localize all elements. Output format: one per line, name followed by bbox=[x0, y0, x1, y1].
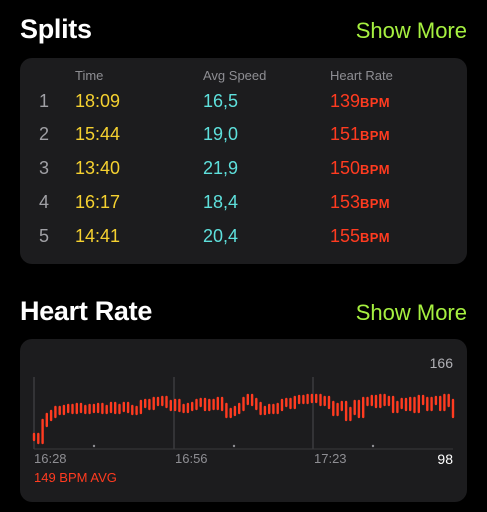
split-time: 16:17 bbox=[75, 192, 121, 212]
chart-max-label: 166 bbox=[429, 355, 453, 371]
heart-rate-title: Heart Rate bbox=[20, 296, 153, 326]
split-time: 18:09 bbox=[75, 91, 121, 111]
split-hr-unit: BPM bbox=[360, 196, 390, 211]
column-header-avg-speed: Avg Speed bbox=[203, 68, 267, 83]
column-header-time: Time bbox=[75, 68, 104, 83]
heart-rate-average: 149 BPM AVG bbox=[34, 470, 117, 485]
chart-tick-dot bbox=[232, 444, 236, 448]
splits-header: Splits Show More bbox=[20, 14, 467, 50]
chart-tick-dot bbox=[371, 444, 375, 448]
split-hr-unit: BPM bbox=[360, 95, 390, 110]
heart-rate-chart: 166 98 16:28 16:56 17:23 149 BPM AVG bbox=[20, 339, 467, 502]
splits-table: Time Avg Speed Heart Rate 1 18:09 16,5 1… bbox=[20, 58, 467, 264]
split-speed: 18,4 bbox=[203, 192, 239, 212]
split-speed: 16,5 bbox=[203, 91, 239, 111]
split-hr-value: 139 bbox=[330, 91, 361, 111]
split-time: 14:41 bbox=[75, 226, 121, 246]
split-row: 4 16:17 18,4 153BPM bbox=[20, 192, 467, 220]
heart-rate-header: Heart Rate Show More bbox=[20, 296, 467, 332]
x-tick-label: 16:56 bbox=[175, 451, 208, 466]
split-hr-value: 150 bbox=[330, 158, 361, 178]
x-tick-label: 16:28 bbox=[34, 451, 67, 466]
split-heart-rate: 153BPM bbox=[330, 192, 390, 213]
split-heart-rate: 150BPM bbox=[330, 158, 390, 179]
chart-min-label: 98 bbox=[437, 451, 453, 467]
split-row: 5 14:41 20,4 155BPM bbox=[20, 226, 467, 254]
split-hr-unit: BPM bbox=[360, 128, 390, 143]
chart-tick-dot bbox=[92, 444, 96, 448]
split-speed: 20,4 bbox=[203, 226, 239, 246]
split-row: 3 13:40 21,9 150BPM bbox=[20, 158, 467, 186]
split-index: 1 bbox=[39, 91, 50, 111]
split-hr-unit: BPM bbox=[360, 162, 390, 177]
heart-rate-show-more-button[interactable]: Show More bbox=[355, 300, 467, 325]
split-heart-rate: 155BPM bbox=[330, 226, 390, 247]
split-hr-value: 151 bbox=[330, 124, 361, 144]
split-index: 5 bbox=[39, 226, 50, 246]
x-tick-label: 17:23 bbox=[314, 451, 347, 466]
split-heart-rate: 151BPM bbox=[330, 124, 390, 145]
split-speed: 21,9 bbox=[203, 158, 239, 178]
split-time: 15:44 bbox=[75, 124, 121, 144]
splits-title: Splits bbox=[20, 14, 92, 44]
split-time: 13:40 bbox=[75, 158, 121, 178]
split-hr-unit: BPM bbox=[360, 230, 390, 245]
split-row: 2 15:44 19,0 151BPM bbox=[20, 124, 467, 152]
split-row: 1 18:09 16,5 139BPM bbox=[20, 91, 467, 119]
split-heart-rate: 139BPM bbox=[330, 91, 390, 112]
splits-show-more-button[interactable]: Show More bbox=[355, 18, 467, 43]
column-header-heart-rate: Heart Rate bbox=[330, 68, 393, 83]
split-index: 4 bbox=[39, 192, 50, 212]
split-hr-value: 155 bbox=[330, 226, 361, 246]
split-speed: 19,0 bbox=[203, 124, 239, 144]
split-index: 2 bbox=[39, 124, 50, 144]
split-index: 3 bbox=[39, 158, 50, 178]
heart-rate-chart-svg bbox=[32, 377, 455, 450]
split-hr-value: 153 bbox=[330, 192, 361, 212]
